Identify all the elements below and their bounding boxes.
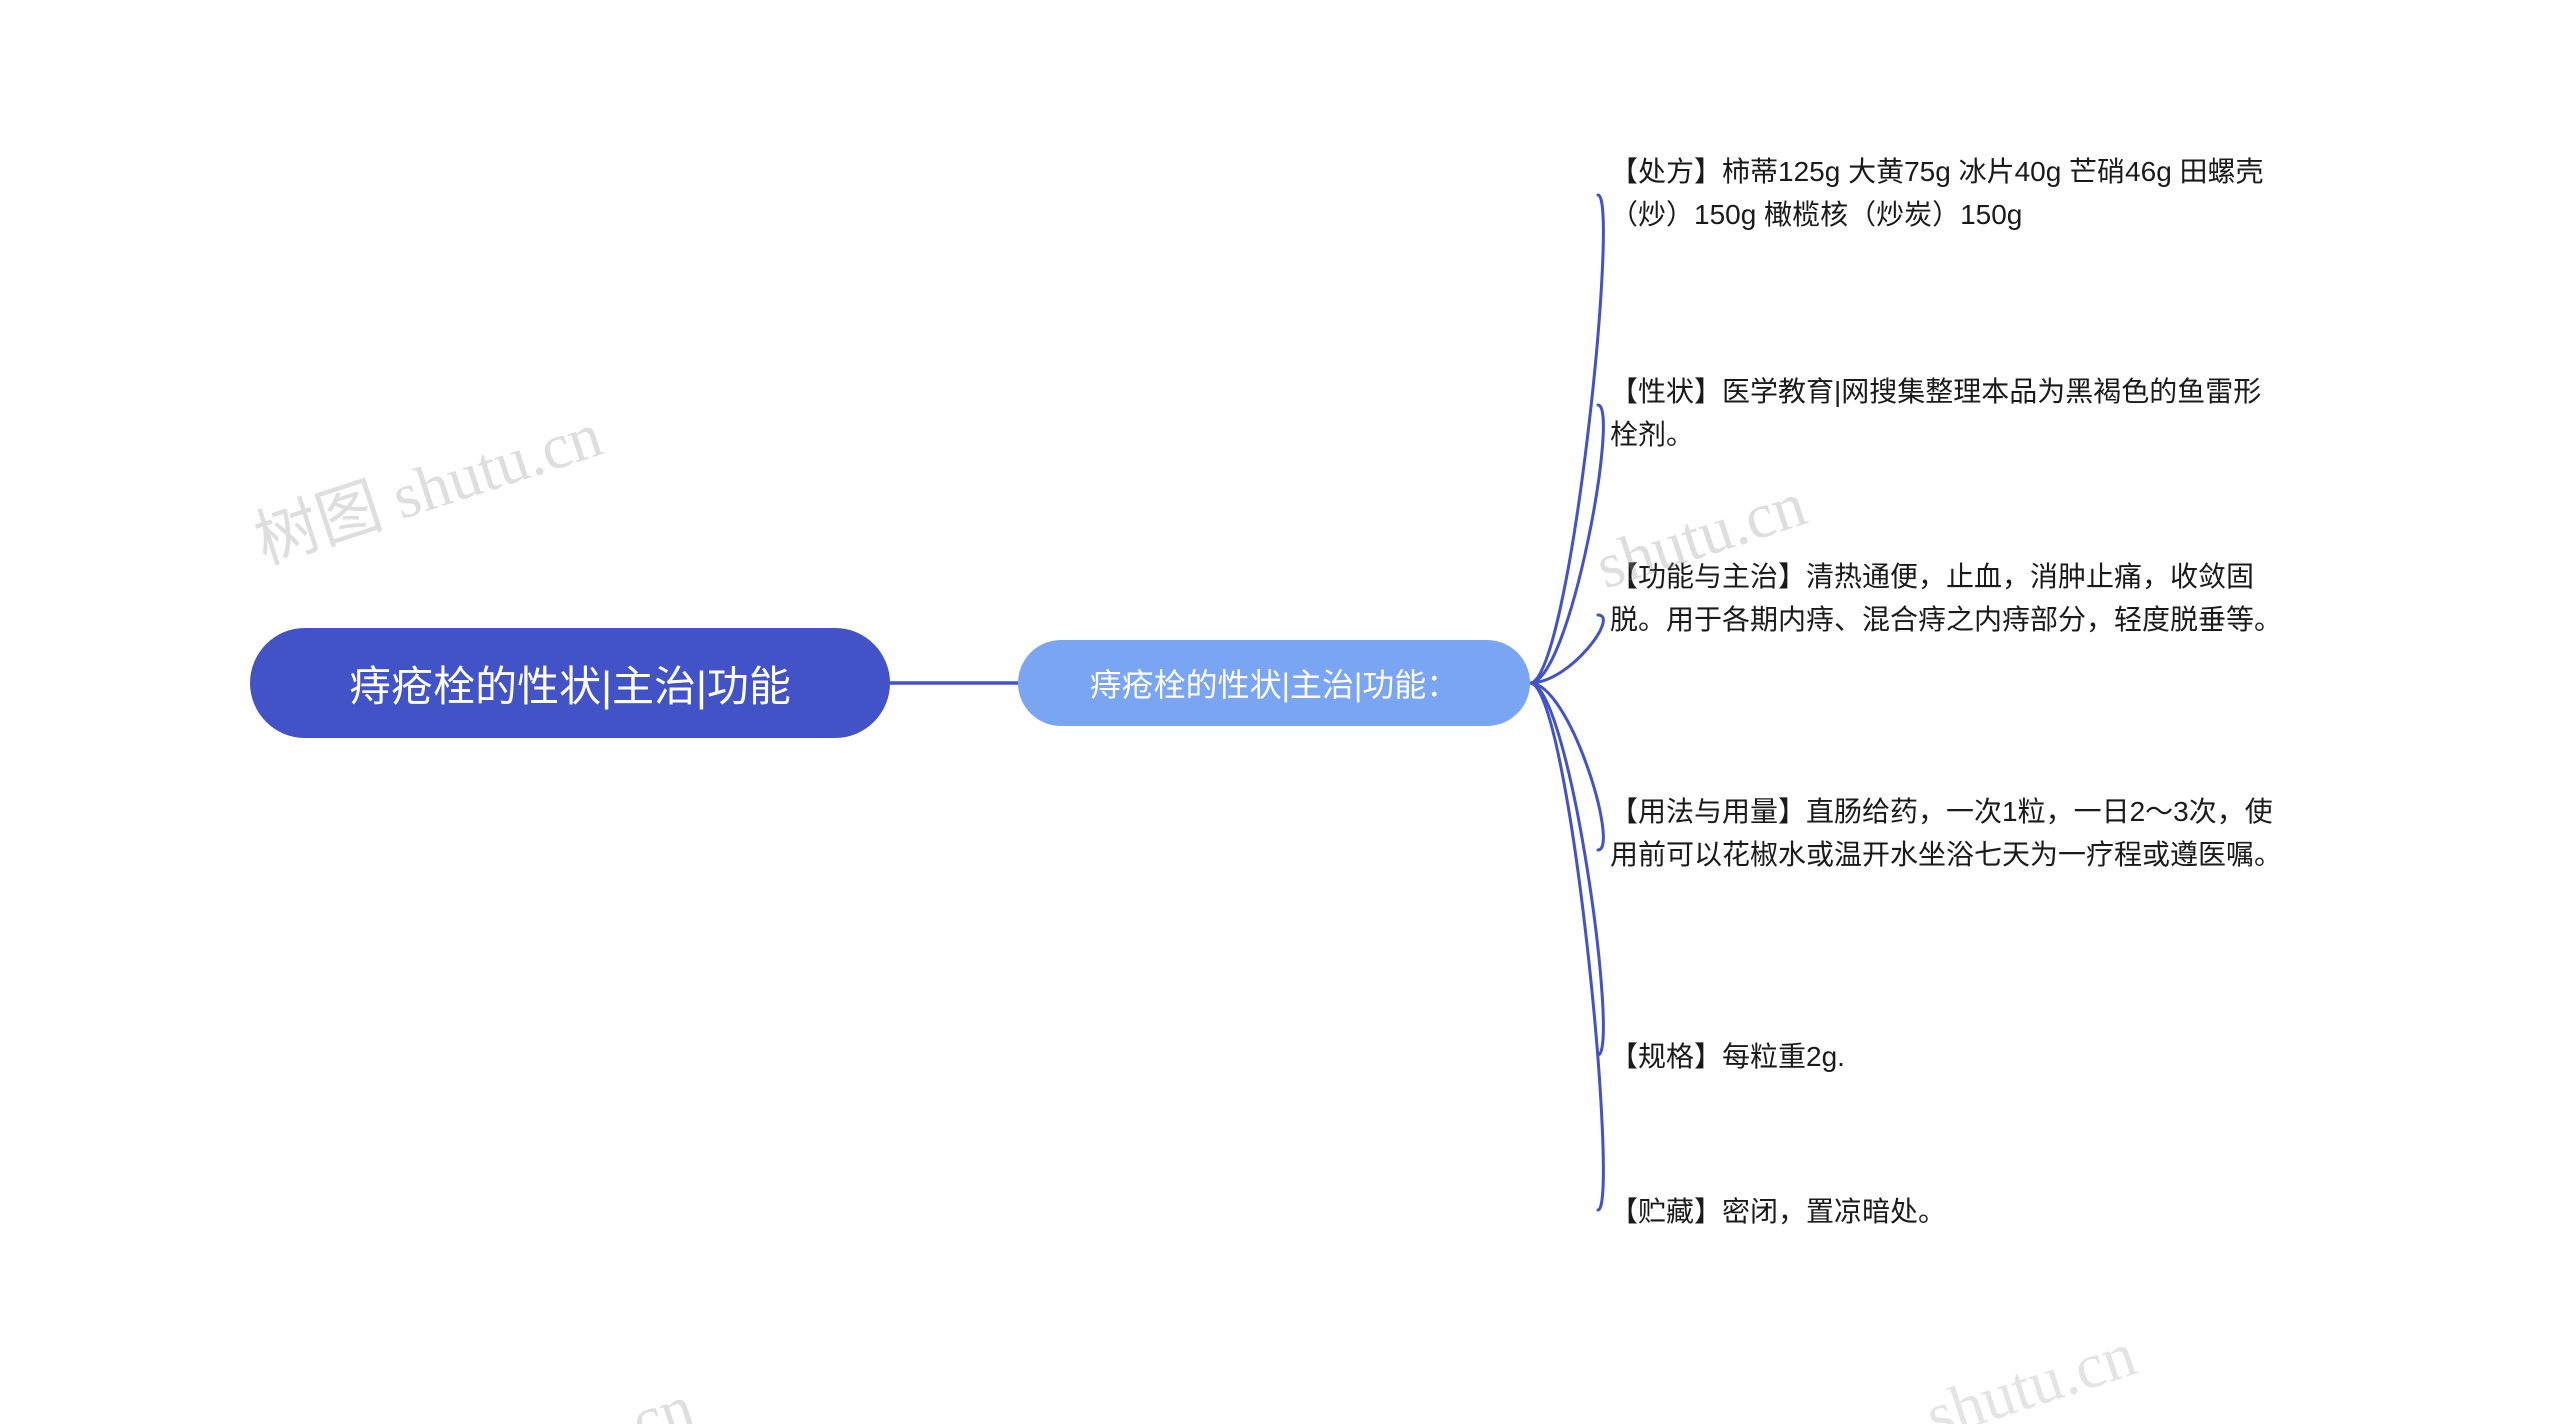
leaf-node-label: 【处方】柿蒂125g 大黄75g 冰片40g 芒硝46g 田螺壳（炒）150g …: [1610, 156, 2264, 230]
mindmap-canvas: { "layout": { "canvas_w": 2560, "canvas_…: [0, 0, 2560, 1424]
leaf-node-label: 【功能与主治】清热通便，止血，消肿止痛，收敛固脱。用于各期内痔、混合痔之内痔部分…: [1610, 561, 2282, 635]
leaf-node[interactable]: 【贮藏】密闭，置凉暗处。: [1610, 1190, 2280, 1233]
watermark-text: 树图 shutu.cn: [242, 384, 612, 582]
watermark-text: .cn: [607, 1370, 703, 1424]
leaf-node[interactable]: 【规格】每粒重2g.: [1610, 1035, 2280, 1078]
leaf-node-label: 【规格】每粒重2g.: [1610, 1041, 1845, 1072]
sub-node[interactable]: 痔疮栓的性状|主治|功能：: [1018, 640, 1530, 726]
leaf-node-label: 【性状】医学教育|网搜集整理本品为黑褐色的鱼雷形栓剂。: [1610, 376, 2261, 450]
leaf-node[interactable]: 【功能与主治】清热通便，止血，消肿止痛，收敛固脱。用于各期内痔、混合痔之内痔部分…: [1610, 555, 2300, 642]
root-node[interactable]: 痔疮栓的性状|主治|功能: [250, 628, 890, 738]
root-node-label: 痔疮栓的性状|主治|功能: [349, 653, 791, 714]
leaf-node[interactable]: 【性状】医学教育|网搜集整理本品为黑褐色的鱼雷形栓剂。: [1610, 370, 2280, 457]
leaf-node-label: 【贮藏】密闭，置凉暗处。: [1610, 1196, 1946, 1227]
sub-node-label: 痔疮栓的性状|主治|功能：: [1090, 660, 1459, 706]
leaf-node[interactable]: 【处方】柿蒂125g 大黄75g 冰片40g 芒硝46g 田螺壳（炒）150g …: [1610, 150, 2280, 237]
watermark-text: shutu.cn: [1917, 1317, 2144, 1424]
leaf-node-label: 【用法与用量】直肠给药，一次1粒，一日2～3次，使用前可以花椒水或温开水坐浴七天…: [1610, 796, 2282, 870]
leaf-node[interactable]: 【用法与用量】直肠给药，一次1粒，一日2～3次，使用前可以花椒水或温开水坐浴七天…: [1610, 790, 2300, 877]
